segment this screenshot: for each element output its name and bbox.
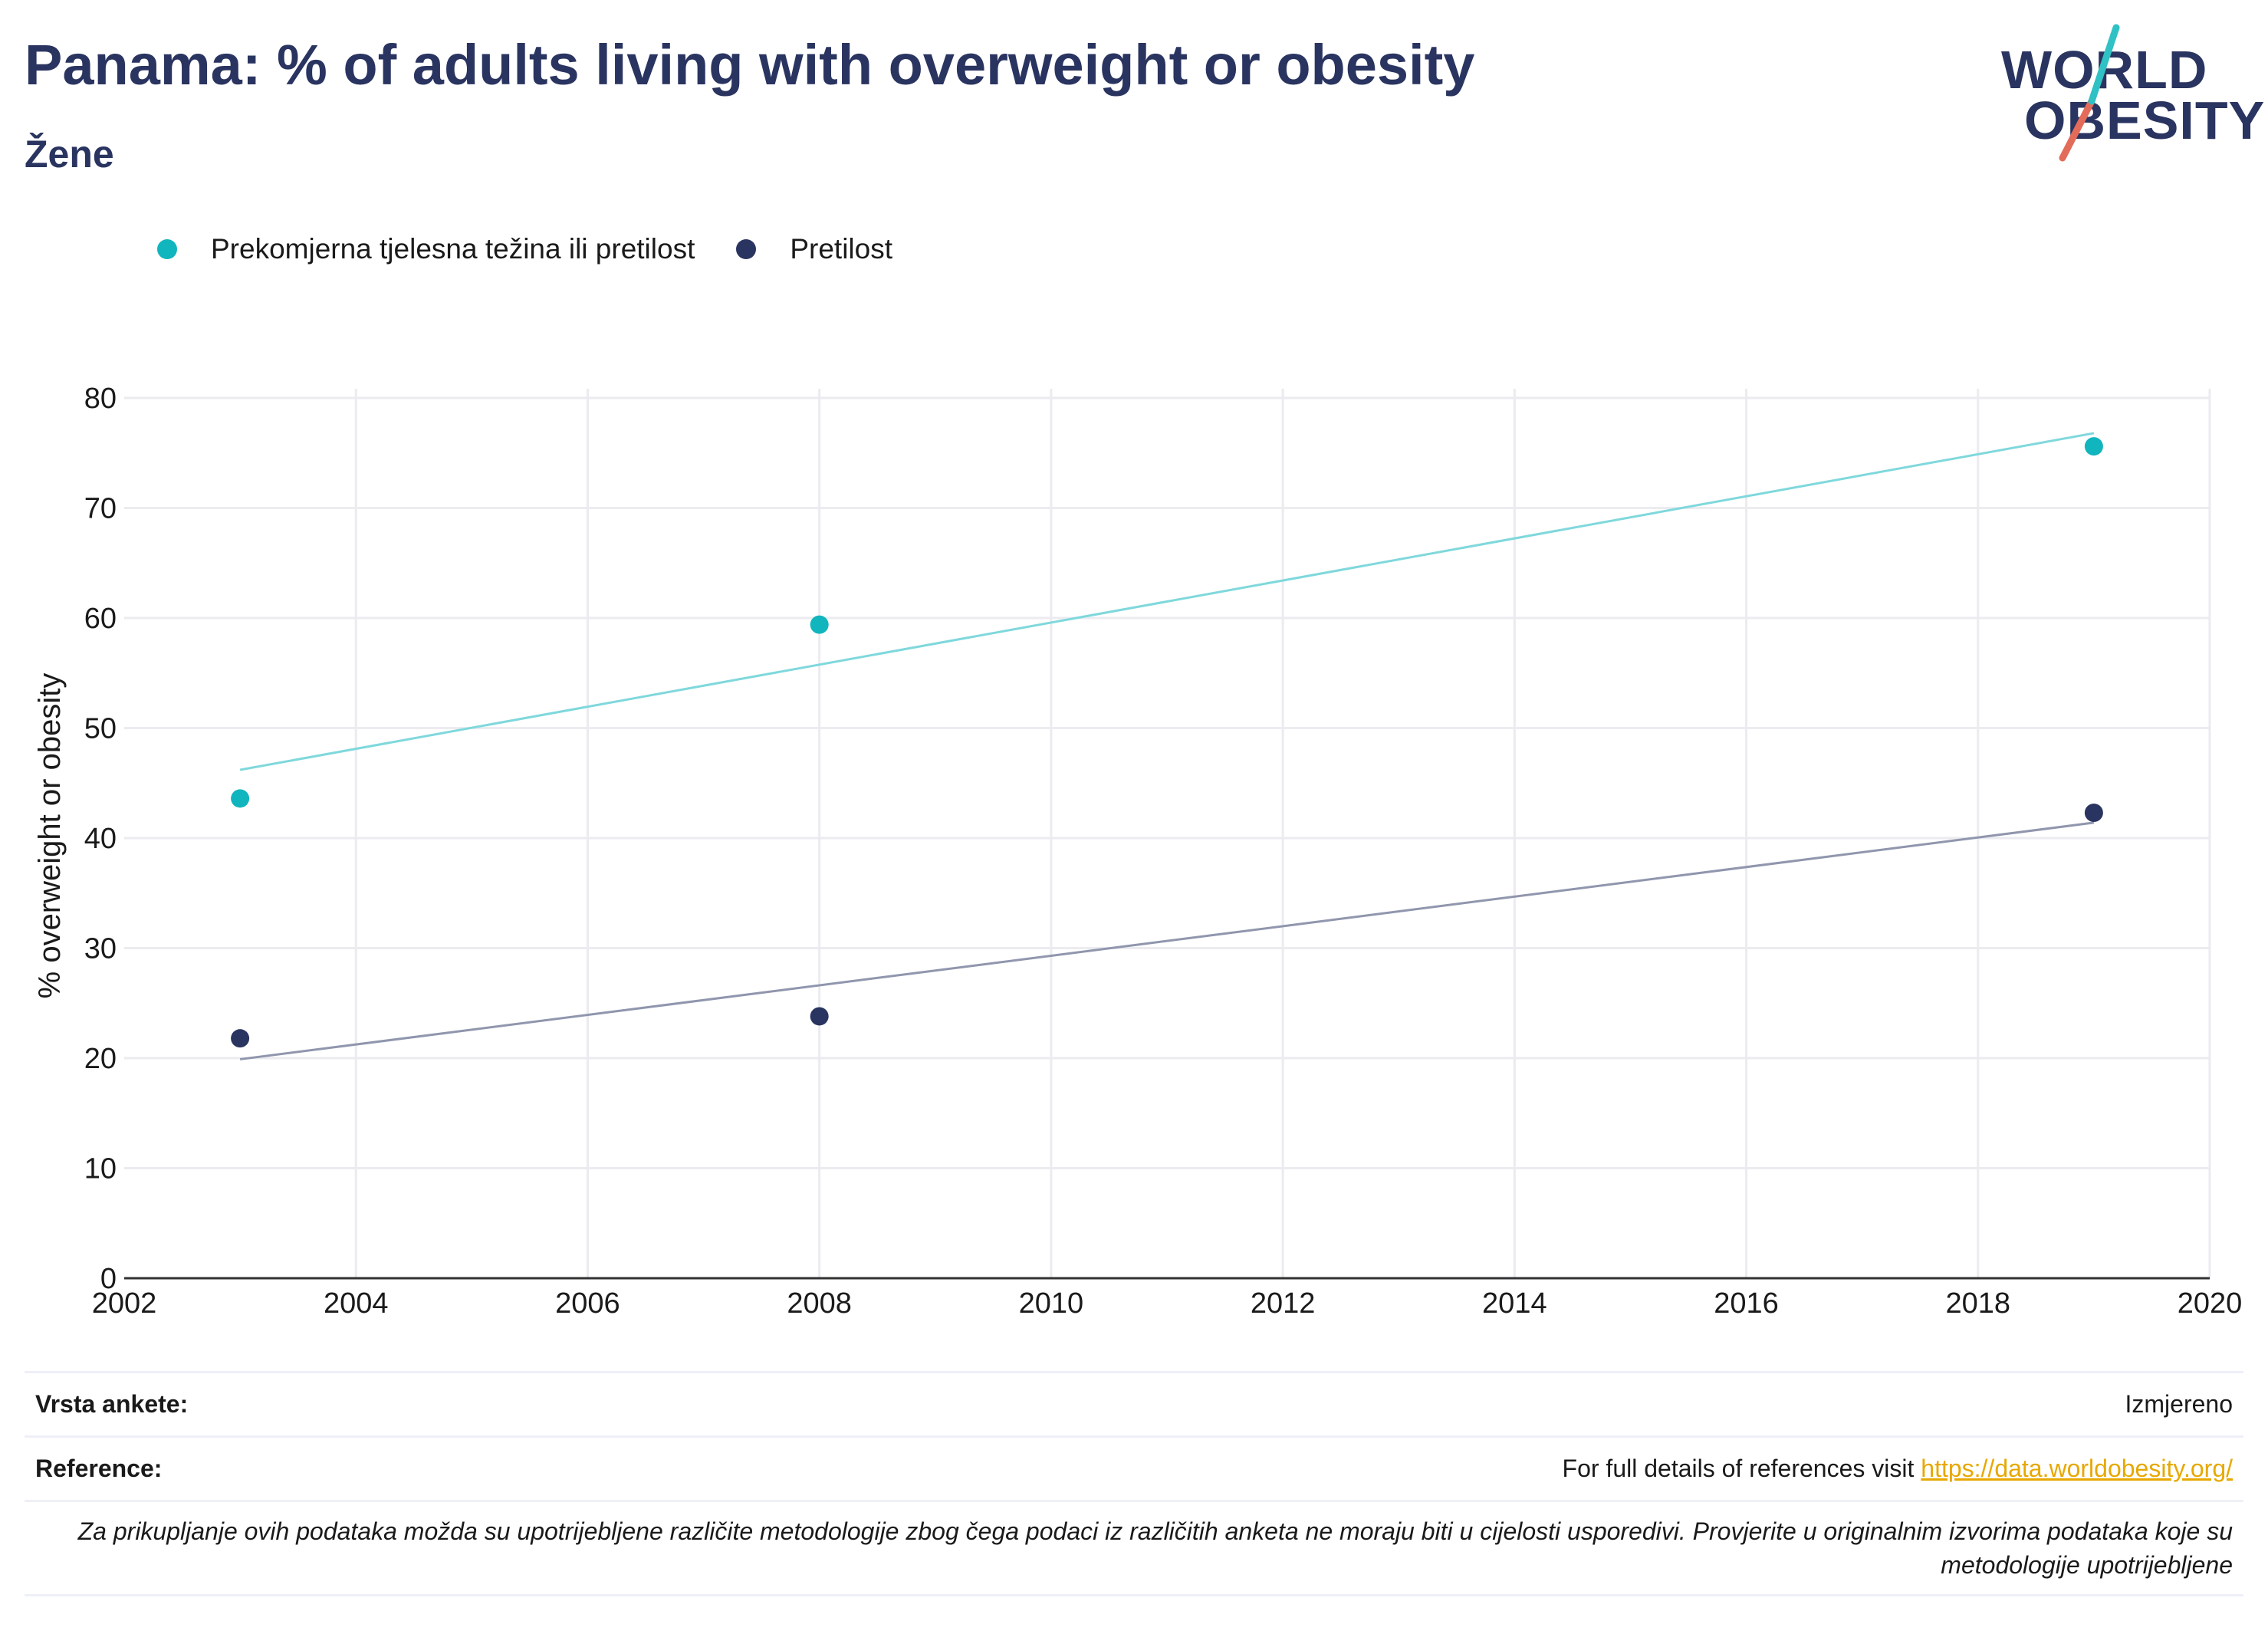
trend-lines [239,432,2095,1060]
world-obesity-logo: WORLD OBESITY [2001,21,2264,163]
legend-marker-overweight [157,239,177,259]
legend-item-overweight[interactable]: Prekomjerna tjelesna težina ili pretilos… [157,233,695,265]
legend-label-obesity: Pretilost [790,233,893,265]
footer-reference-row: Reference: For full details of reference… [25,1435,2243,1500]
data-point-series-0 [810,615,829,634]
data-point-series-1 [2084,803,2103,822]
x-tick-label: 2006 [555,1287,620,1320]
y-axis-label: % overweight or obesity [33,673,67,999]
reference-link[interactable]: https://data.worldobesity.org/ [1921,1455,2233,1482]
survey-type-value: Izmjereno [2125,1390,2233,1418]
reference-text: For full details of references visit [1562,1455,1921,1482]
reference-value: For full details of references visit htt… [1563,1455,2243,1483]
chart-legend: Prekomjerna tjelesna težina ili pretilos… [157,230,934,268]
chart-title: Panama: % of adults living with overweig… [25,33,1475,97]
y-tick-label: 30 [84,933,117,965]
x-tick-label: 2018 [1946,1287,2011,1320]
x-tick-label: 2016 [1714,1287,1779,1320]
data-points [231,437,2103,1048]
x-tick-label: 2002 [92,1287,157,1320]
logo-line-2: OBESITY [2024,90,2266,150]
legend-item-obesity[interactable]: Pretilost [736,233,892,265]
trend-line-series-0 [239,432,2095,771]
y-tick-label: 10 [84,1153,117,1185]
legend-marker-obesity [736,239,757,259]
data-point-series-0 [231,789,250,808]
y-tick-label: 60 [84,603,117,635]
data-point-series-1 [810,1007,829,1026]
y-tick-label: 0 [100,1263,117,1295]
x-tick-label: 2010 [1019,1287,1084,1320]
x-tick-label: 2004 [324,1287,389,1320]
footer-note-row: Za prikupljanje ovih podataka možda su u… [25,1500,2243,1596]
y-tick-label: 40 [84,823,117,855]
chart-subtitle: Žene [25,133,114,176]
survey-type-label: Vrsta ankete: [35,1390,189,1418]
y-tick-label: 80 [84,383,117,415]
scatter-chart: 0 10 20 30 40 50 60 70 80 2002 2004 2006 2008 2010 201… [33,383,2243,1320]
reference-label: Reference: [35,1455,163,1482]
logo-slash-icon [2059,24,2120,162]
x-tick-label: 2008 [787,1287,852,1320]
x-tick-label: 2012 [1251,1287,1316,1320]
x-tick-label: 2014 [1482,1287,1547,1320]
tick-labels: 0 10 20 30 40 50 60 70 80 2002 2004 2006 2008 2010 201… [84,383,2243,1320]
data-point-series-1 [231,1029,250,1048]
x-tick-label: 2020 [2178,1287,2243,1320]
methodology-note: Za prikupljanje ovih podataka možda su u… [77,1517,2233,1579]
data-point-series-0 [2084,437,2103,456]
footer-survey-row: Vrsta ankete: Izmjereno [25,1371,2243,1435]
y-tick-label: 50 [84,713,117,745]
trend-line-series-1 [239,821,2095,1060]
y-tick-label: 20 [84,1043,117,1075]
legend-label-overweight: Prekomjerna tjelesna težina ili pretilos… [211,233,695,265]
footer: Vrsta ankete: Izmjereno Reference: For f… [25,1371,2243,1596]
grid-lines [124,389,2211,1280]
y-tick-label: 70 [84,493,117,525]
